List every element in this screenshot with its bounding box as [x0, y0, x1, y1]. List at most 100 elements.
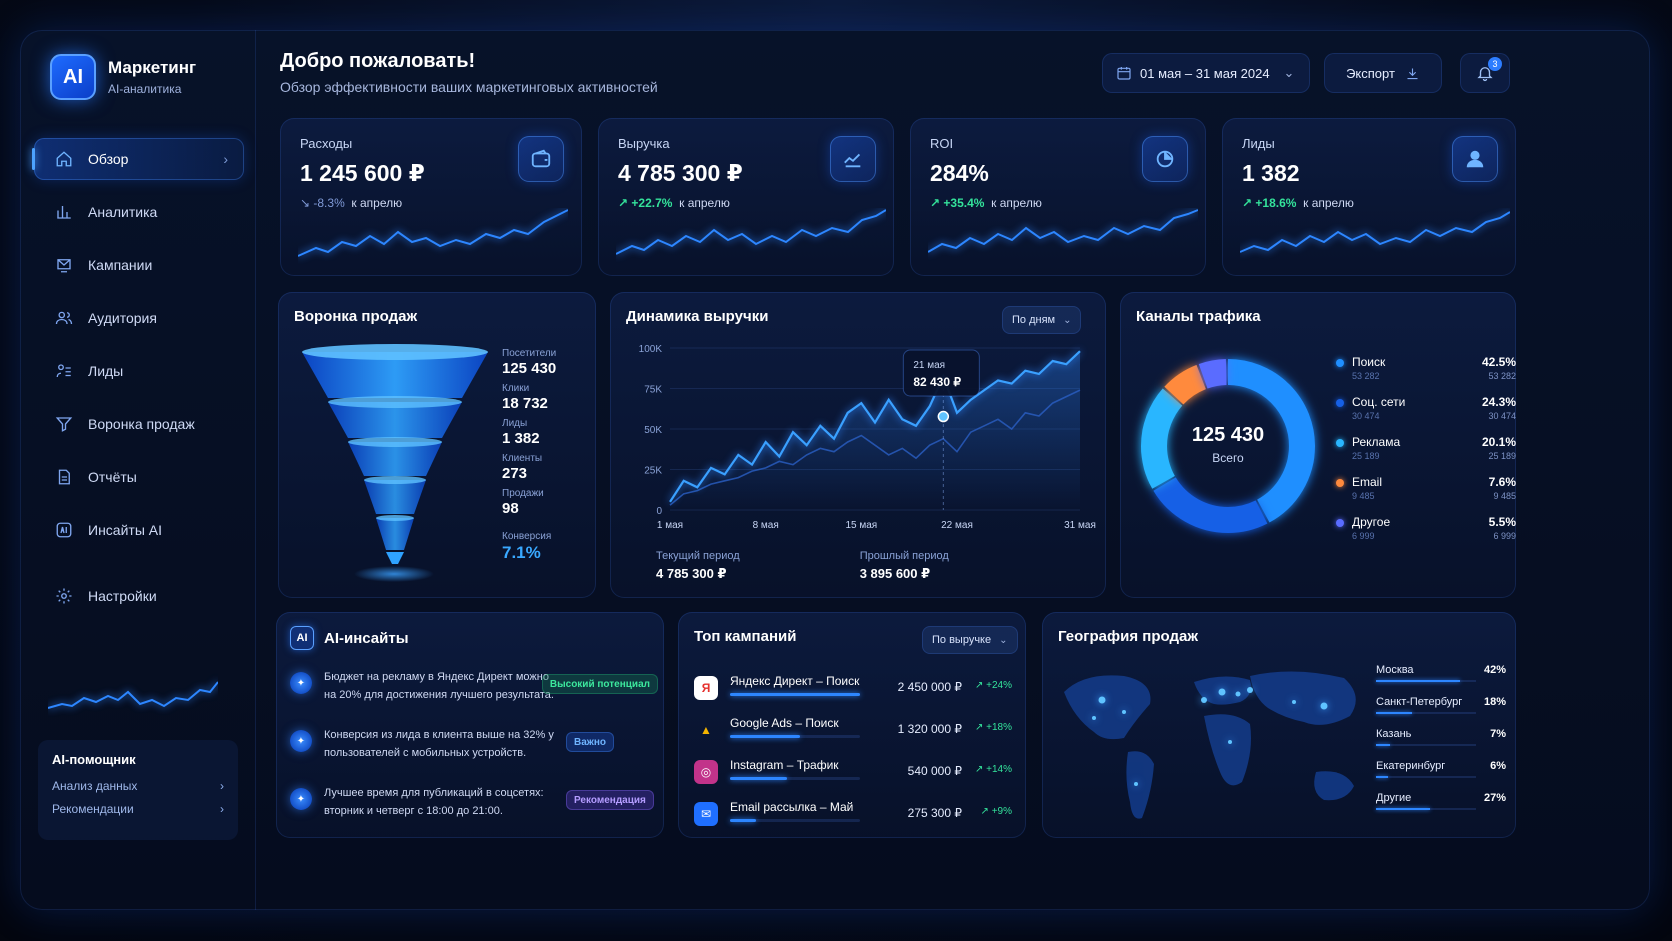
x-tick-label: 1 мая — [657, 520, 683, 531]
funnel-stage-visitors — [302, 352, 488, 398]
insight-tag: Рекомендация — [566, 790, 654, 810]
sidebar-item-analytics[interactable]: Аналитика — [34, 191, 244, 233]
kpi-delta-note: к апрелю — [991, 196, 1042, 210]
funnel-stage-label: Лиды 1 382 — [502, 418, 540, 447]
sidebar-item-label: Воронка продаж — [88, 416, 195, 432]
funnel-stage-sales — [376, 518, 414, 550]
campaign-row[interactable]: ◎ Instagram – Трафик 540 000 ₽ ↗ +14% — [694, 756, 1012, 796]
card-title: Каналы трафика — [1136, 308, 1261, 325]
geo-row[interactable]: Санкт-Петербург 18% — [1376, 696, 1506, 728]
channel-row[interactable]: Email 9 485 7.6% 9 485 — [1336, 472, 1516, 512]
mail-icon: ✉ — [694, 802, 718, 826]
insight-item[interactable]: ✦ Лучшее время для публикаций в соцсетях… — [290, 784, 658, 836]
ai-assistant-item-recommendations[interactable]: Рекомендации › — [52, 802, 224, 816]
funnel-labels: Посетители 125 430 Клики 18 732 Лиды 1 382 … — [502, 348, 556, 569]
export-button[interactable]: Экспорт — [1324, 53, 1442, 93]
traffic-donut-chart — [1141, 359, 1315, 533]
ai-logo-icon: AI — [290, 626, 314, 650]
sidebar-item-ai-insights[interactable]: Инсайты AI — [34, 509, 244, 551]
donut-slice[interactable] — [1141, 359, 1315, 533]
campaign-row[interactable]: Я Яндекс Директ – Поиск 2 450 000 ₽ ↗ +24% — [694, 672, 1012, 712]
kpi-card-expenses[interactable]: Расходы 1 245 600 ₽ ↘ -8.3% к апрелю — [280, 118, 582, 276]
kpi-sparkline — [298, 209, 568, 257]
funnel-stage-label: Продажи 98 — [502, 488, 544, 517]
kpi-label: Лиды — [1242, 136, 1275, 151]
kpi-card-roi[interactable]: ROI 284% ↗ +35.4% к апрелю — [910, 118, 1206, 276]
geo-city: Другие — [1376, 792, 1412, 804]
x-tick-label: 15 мая — [845, 520, 877, 531]
channel-row[interactable]: Другое 6 999 5.5% 6 999 — [1336, 512, 1516, 552]
revenue-period-select[interactable]: По дням ⌄ — [1002, 306, 1082, 334]
sidebar-item-funnel[interactable]: Воронка продаж — [34, 403, 244, 445]
ai-assistant-item-data-analysis[interactable]: Анализ данных › — [52, 779, 224, 793]
brand[interactable]: AI Маркетинг AI-аналитика — [50, 54, 196, 100]
sidebar-item-label: Инсайты AI — [88, 522, 162, 538]
y-tick-label: 25K — [644, 466, 662, 477]
campaign-name: Instagram – Трафик — [730, 758, 839, 772]
channel-row[interactable]: Соц. сети 30 474 24.3% 30 474 — [1336, 392, 1516, 432]
card-title: Динамика выручки — [626, 308, 769, 325]
page-subtitle: Обзор эффективности ваших маркетинговых … — [280, 79, 658, 95]
campaign-progress — [730, 693, 860, 696]
legend-dot — [1336, 399, 1344, 407]
page-title: Добро пожаловать! — [280, 50, 476, 72]
campaign-row[interactable]: ✉ Email рассылка – Май 275 300 ₽ ↗ +9% — [694, 798, 1012, 838]
x-tick-label: 31 мая — [1064, 520, 1096, 531]
tooltip-value: 82 430 ₽ — [913, 375, 961, 389]
insight-item[interactable]: ✦ Бюджет на рекламу в Яндекс Директ можн… — [290, 668, 658, 720]
geo-city: Москва — [1376, 664, 1414, 676]
kpi-delta-pct: ↗ +35.4% — [930, 196, 985, 210]
kpi-card-revenue[interactable]: Выручка 4 785 300 ₽ ↗ +22.7% к апрелю — [598, 118, 894, 276]
campaign-name: Яндекс Директ – Поиск — [730, 674, 860, 688]
kpi-delta-pct: ↘ -8.3% — [300, 196, 345, 210]
funnel-icon — [54, 414, 74, 434]
campaigns-sort-select[interactable]: По выручке ⌄ — [922, 626, 1018, 654]
geo-pct: 18% — [1483, 696, 1506, 708]
channels-list: Поиск 53 282 42.5% 53 282 Соц. сети 30 474 24.… — [1336, 352, 1516, 552]
sidebar-nav: Обзор › Аналитика Кампании Аудитория Лид… — [32, 138, 244, 628]
notifications-button[interactable]: 3 — [1460, 53, 1510, 93]
donut-total: 125 430 — [1191, 424, 1265, 446]
kpi-value: 4 785 300 ₽ — [618, 160, 743, 186]
kpi-card-leads[interactable]: Лиды 1 382 ↗ +18.6% к апрелю — [1222, 118, 1516, 276]
funnel-graphic — [302, 344, 488, 582]
sidebar-item-label: Отчёты — [88, 469, 137, 485]
channel-count: 9 485 — [1493, 491, 1516, 501]
line-current-period — [669, 350, 1081, 503]
funnel-stage-clicks — [328, 402, 462, 438]
leads-icon — [54, 361, 74, 381]
channel-pct: 20.1% — [1481, 435, 1516, 449]
sidebar-item-leads[interactable]: Лиды — [34, 350, 244, 392]
channel-pct: 5.5% — [1488, 515, 1516, 529]
kpi-delta: ↗ +18.6% к апрелю — [1242, 196, 1354, 210]
insight-item[interactable]: ✦ Конверсия из лида в клиента выше на 32… — [290, 726, 658, 778]
sidebar-item-reports[interactable]: Отчёты — [34, 456, 244, 498]
sidebar-item-settings[interactable]: Настройки — [34, 575, 244, 617]
sidebar-item-campaigns[interactable]: Кампании — [34, 244, 244, 286]
sidebar-sparkline — [48, 681, 218, 709]
sidebar-item-audience[interactable]: Аудитория — [34, 297, 244, 339]
sidebar-item-overview[interactable]: Обзор › — [32, 138, 244, 180]
channel-row[interactable]: Поиск 53 282 42.5% 53 282 — [1336, 352, 1516, 392]
geo-row[interactable]: Москва 42% — [1376, 664, 1506, 696]
donut-slice[interactable] — [1141, 359, 1315, 533]
legend-current-period: Текущий период 4 785 300 ₽ — [656, 550, 740, 581]
donut-slice[interactable] — [1141, 359, 1315, 533]
sidebar-item-label: Аналитика — [88, 204, 158, 220]
geo-city: Санкт-Петербург — [1376, 696, 1463, 708]
date-range-picker[interactable]: 01 мая – 31 мая 2024 ⌄ — [1102, 53, 1310, 93]
revenue-chart-card: 0 25K 50K 75K 100K 1 мая 8 мая 15 мая 22 мая 31 м… — [610, 292, 1106, 598]
geo-row[interactable]: Другие 27% — [1376, 792, 1506, 824]
sparkle-icon: ✦ — [290, 672, 312, 694]
channel-subvalue: 9 485 — [1352, 491, 1375, 501]
chevron-down-icon: ⌄ — [1063, 314, 1072, 326]
wallet-icon — [518, 136, 564, 182]
world-map — [1064, 671, 1356, 819]
geo-row[interactable]: Екатеринбург 6% — [1376, 760, 1506, 792]
channel-row[interactable]: Реклама 25 189 20.1% 25 189 — [1336, 432, 1516, 472]
sparkle-icon: ✦ — [290, 730, 312, 752]
campaign-row[interactable]: ▲ Google Ads – Поиск 1 320 000 ₽ ↗ +18% — [694, 714, 1012, 754]
x-tick-label: 22 мая — [941, 520, 973, 531]
channel-pct: 42.5% — [1481, 355, 1516, 369]
geo-row[interactable]: Казань 7% — [1376, 728, 1506, 760]
